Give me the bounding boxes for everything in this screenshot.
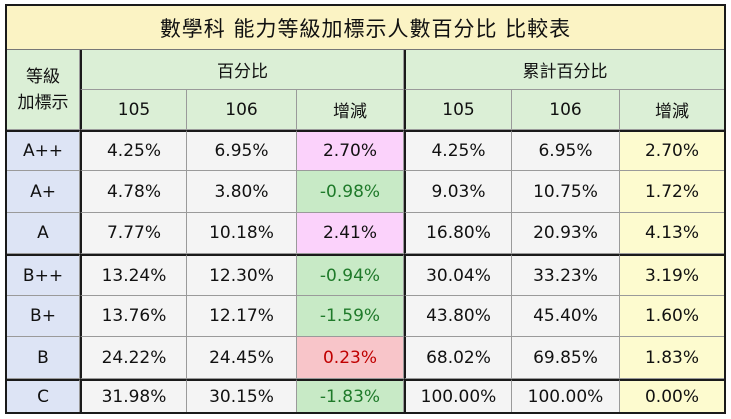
cumulative-105-cell: 100.00%	[404, 379, 512, 412]
level-cell: A	[7, 213, 80, 254]
percent-105-cell: 13.24%	[80, 254, 187, 296]
cumulative-diff-cell: 4.13%	[620, 213, 724, 254]
level-cell: B++	[7, 254, 80, 296]
percent-105-cell: 24.22%	[80, 337, 187, 379]
cumulative-106-cell: 69.85%	[512, 337, 620, 379]
sub-header-p106: 106	[187, 90, 297, 130]
cumulative-106-cell: 45.40%	[512, 296, 620, 337]
percent-diff-cell: -1.59%	[297, 296, 404, 337]
sub-header-c105: 105	[404, 90, 512, 130]
percent-105-cell: 7.77%	[80, 213, 187, 254]
level-cell: A++	[7, 130, 80, 171]
percent-diff-cell: 0.23%	[297, 337, 404, 379]
level-cell: C	[7, 379, 80, 412]
percent-diff-cell: -0.98%	[297, 171, 404, 213]
percent-106-cell: 12.17%	[187, 296, 297, 337]
percent-106-cell: 10.18%	[187, 213, 297, 254]
level-header-line1: 等級	[26, 66, 60, 87]
cumulative-106-cell: 10.75%	[512, 171, 620, 213]
percent-106-cell: 6.95%	[187, 130, 297, 171]
percent-diff-cell: -0.94%	[297, 254, 404, 296]
percent-group-header: 百分比	[80, 50, 404, 90]
level-column-header: 等級 加標示	[7, 50, 80, 130]
sub-header-c106: 106	[512, 90, 620, 130]
cumulative-105-cell: 68.02%	[404, 337, 512, 379]
cumulative-106-cell: 6.95%	[512, 130, 620, 171]
sub-header-cdiff: 增減	[620, 90, 724, 130]
percent-diff-cell: 2.70%	[297, 130, 404, 171]
percent-106-cell: 24.45%	[187, 337, 297, 379]
percent-105-cell: 4.78%	[80, 171, 187, 213]
cumulative-105-cell: 4.25%	[404, 130, 512, 171]
sub-header-pdiff: 增減	[297, 90, 404, 130]
percent-diff-cell: 2.41%	[297, 213, 404, 254]
cumulative-diff-cell: 3.19%	[620, 254, 724, 296]
percent-105-cell: 13.76%	[80, 296, 187, 337]
comparison-table: 數學科 能力等級加標示人數百分比 比較表 等級 加標示 百分比 累計百分比 10…	[5, 4, 726, 414]
cumulative-105-cell: 16.80%	[404, 213, 512, 254]
percent-diff-cell: -1.83%	[297, 379, 404, 412]
cumulative-105-cell: 9.03%	[404, 171, 512, 213]
level-cell: B+	[7, 296, 80, 337]
cumulative-106-cell: 33.23%	[512, 254, 620, 296]
cumulative-106-cell: 100.00%	[512, 379, 620, 412]
cumulative-diff-cell: 1.83%	[620, 337, 724, 379]
cumulative-105-cell: 30.04%	[404, 254, 512, 296]
percent-105-cell: 31.98%	[80, 379, 187, 412]
cumulative-diff-cell: 0.00%	[620, 379, 724, 412]
percent-105-cell: 4.25%	[80, 130, 187, 171]
percent-106-cell: 12.30%	[187, 254, 297, 296]
level-cell: A+	[7, 171, 80, 213]
percent-106-cell: 3.80%	[187, 171, 297, 213]
cumulative-diff-cell: 1.60%	[620, 296, 724, 337]
cumulative-106-cell: 20.93%	[512, 213, 620, 254]
cumulative-105-cell: 43.80%	[404, 296, 512, 337]
level-header-line2: 加標示	[17, 92, 69, 113]
level-cell: B	[7, 337, 80, 379]
sub-header-p105: 105	[80, 90, 187, 130]
percent-106-cell: 30.15%	[187, 379, 297, 412]
cumulative-diff-cell: 2.70%	[620, 130, 724, 171]
cumulative-group-header: 累計百分比	[404, 50, 724, 90]
cumulative-diff-cell: 1.72%	[620, 171, 724, 213]
table-title: 數學科 能力等級加標示人數百分比 比較表	[7, 6, 724, 50]
